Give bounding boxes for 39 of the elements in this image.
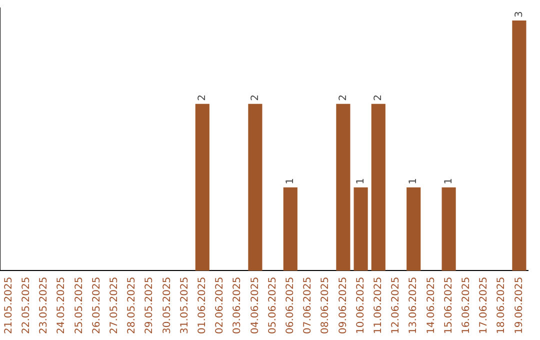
x-tick-label: 31.05.2025 bbox=[179, 276, 190, 334]
x-tick-label: 10.06.2025 bbox=[355, 276, 366, 334]
x-tick-label: 03.06.2025 bbox=[232, 276, 244, 334]
x-tick-label: 26.05.2025 bbox=[91, 276, 102, 334]
data-label: 2 bbox=[196, 94, 208, 101]
x-tick-label: 05.06.2025 bbox=[267, 276, 278, 334]
x-tick-label: 06.06.2025 bbox=[284, 276, 296, 334]
x-tick-label: 21.05.2025 bbox=[3, 276, 14, 334]
x-tick-label: 02.06.2025 bbox=[214, 276, 226, 334]
x-tick-label: 17.06.2025 bbox=[478, 276, 490, 334]
data-label: 3 bbox=[514, 11, 525, 18]
x-tick-label: 12.06.2025 bbox=[390, 276, 402, 334]
x-tick-label: 01.06.2025 bbox=[196, 276, 208, 334]
x-tick-label: 22.05.2025 bbox=[20, 276, 32, 334]
data-label: 2 bbox=[372, 94, 384, 101]
x-tick-label: 09.06.2025 bbox=[338, 276, 349, 334]
x-tick-label: 15.06.2025 bbox=[443, 276, 454, 334]
data-label: 1 bbox=[355, 178, 366, 184]
x-tick-label: 29.05.2025 bbox=[144, 276, 156, 334]
x-tick-label: 04.06.2025 bbox=[250, 276, 261, 334]
x-tick-label: 24.05.2025 bbox=[56, 276, 68, 334]
x-tick-label: 23.05.2025 bbox=[38, 276, 50, 334]
x-tick-label: 07.06.2025 bbox=[302, 276, 314, 334]
x-tick-label: 16.06.2025 bbox=[460, 276, 472, 334]
data-label: 2 bbox=[250, 94, 261, 101]
x-tick-label: 19.06.2025 bbox=[514, 276, 525, 334]
x-tick-label: 13.06.2025 bbox=[408, 276, 420, 334]
x-tick-label: 30.05.2025 bbox=[162, 276, 173, 334]
x-tick-label: 08.06.2025 bbox=[320, 276, 332, 334]
x-tick-label: 27.05.2025 bbox=[108, 276, 120, 334]
data-label: 1 bbox=[443, 178, 454, 184]
data-label: 1 bbox=[284, 178, 296, 184]
x-tick-label: 11.06.2025 bbox=[372, 276, 384, 334]
data-label: 1 bbox=[408, 178, 420, 184]
x-tick-label: 18.06.2025 bbox=[496, 276, 508, 334]
x-tick-label: 25.05.2025 bbox=[74, 276, 85, 334]
x-tick-label: 14.06.2025 bbox=[426, 276, 437, 334]
x-tick-label: 28.05.2025 bbox=[126, 276, 138, 334]
data-label: 2 bbox=[338, 94, 349, 101]
